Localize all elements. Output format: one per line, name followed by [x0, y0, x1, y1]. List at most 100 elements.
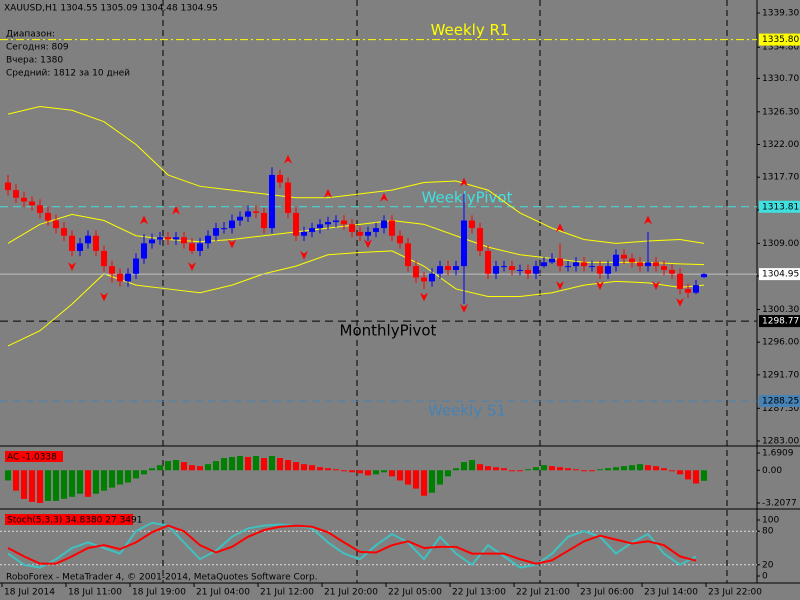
fractal — [300, 250, 308, 260]
candle-body — [453, 266, 459, 270]
x-tick-label: 23 Jul 14:00 — [644, 588, 698, 598]
ac-title: AC -1.0338 — [7, 453, 57, 463]
ac-bar — [149, 468, 155, 471]
candle-body — [149, 239, 155, 244]
ac-bar — [173, 460, 179, 471]
ac-bar — [461, 462, 467, 471]
ac-bar — [637, 464, 643, 471]
ac-bar — [573, 469, 579, 471]
candle-body — [397, 235, 403, 244]
candle-body — [261, 212, 267, 229]
fractal — [556, 281, 564, 291]
candle-body — [13, 190, 19, 198]
candle-body — [221, 228, 227, 230]
ac-bar — [285, 460, 291, 471]
ac-bar — [141, 470, 147, 475]
stoch-title: Stoch(5,3,3) 34.8380 27.3491 — [7, 516, 142, 526]
candle-body — [285, 182, 291, 213]
candle-body — [309, 228, 315, 232]
ac-bar — [301, 464, 307, 471]
y-tick-label: 100 — [762, 516, 779, 526]
y-tick-label: 1283.00 — [762, 436, 799, 446]
level-name: Weekly S1 — [428, 402, 506, 420]
footer: RoboForex - MetaTrader 4, © 2001-2014, M… — [6, 573, 318, 583]
ac-bar — [341, 470, 347, 472]
ac-bar — [597, 469, 603, 471]
level-value: 1335.80 — [762, 35, 799, 45]
fractal — [188, 262, 196, 272]
candle-body — [485, 250, 491, 274]
ac-bar — [621, 466, 627, 471]
chart-title: XAUUSD,H1 1304.55 1305.09 1304.48 1304.9… — [4, 4, 218, 14]
candle-body — [5, 182, 11, 191]
candle-body — [53, 220, 59, 229]
ac-bar — [437, 470, 443, 485]
fractal — [644, 215, 652, 225]
level-box — [759, 200, 800, 213]
ac-bar — [205, 464, 211, 471]
candle-body — [133, 258, 139, 274]
y-tick-label: 1339.30 — [762, 8, 799, 18]
ac-bar — [557, 467, 563, 471]
y-tick-label: 1330.70 — [762, 74, 799, 84]
candle-body — [437, 266, 443, 274]
candle-body — [445, 266, 451, 270]
candle-body — [205, 235, 211, 244]
candle-body — [421, 277, 427, 282]
ac-bar — [445, 470, 451, 477]
candle-body — [533, 266, 539, 274]
ac-bar — [693, 470, 699, 484]
fractal — [556, 223, 564, 233]
ac-bar — [405, 470, 411, 485]
candle-body — [213, 228, 219, 236]
candle-body — [661, 266, 667, 270]
ac-bar — [485, 466, 491, 471]
candle-body — [317, 224, 323, 229]
candle-body — [477, 228, 483, 251]
candle-body — [701, 274, 707, 278]
ac-bar — [293, 462, 299, 471]
y-tick-label: 1296.00 — [762, 338, 799, 348]
candle-body — [117, 273, 123, 282]
y-tick-label: 1322.00 — [762, 140, 799, 150]
candle-body — [109, 266, 115, 274]
candle-body — [645, 262, 651, 267]
ac-bar — [325, 468, 331, 471]
ac-bar — [517, 470, 523, 472]
y-tick-label: 1287.30 — [762, 404, 799, 414]
level-name: Weekly R1 — [431, 21, 510, 39]
stoch-line — [7, 521, 697, 569]
ac-bar — [133, 470, 139, 479]
ac-bar — [701, 470, 707, 481]
info-line: Сегодня: 809 — [6, 43, 69, 53]
fractal — [172, 205, 180, 215]
fractal — [68, 262, 76, 272]
ac-bar — [165, 461, 171, 471]
fractal — [460, 177, 468, 187]
x-tick-label: 22 Jul 21:00 — [516, 588, 570, 598]
x-tick-label: 22 Jul 05:00 — [388, 588, 442, 598]
ac-bar — [317, 467, 323, 471]
fractal — [284, 154, 292, 164]
price-box — [759, 268, 800, 281]
ac-bar — [469, 460, 475, 471]
candle-body — [381, 220, 387, 229]
candle-body — [621, 254, 627, 259]
candle-body — [69, 235, 75, 251]
ac-bar — [373, 470, 379, 475]
candle-body — [237, 216, 243, 221]
y-tick-label: 1300.30 — [762, 305, 799, 315]
ac-bar — [653, 466, 659, 471]
y-tick-label: 1291.70 — [762, 370, 799, 380]
y-tick-label: 0 — [762, 572, 768, 582]
ac-bar — [493, 467, 499, 471]
ac-bar — [29, 470, 35, 502]
ac-bar — [509, 470, 515, 472]
ac-bar — [365, 470, 371, 476]
day-separators — [162, 0, 728, 583]
candle-body — [581, 262, 587, 267]
candle-body — [517, 269, 523, 271]
candle-body — [77, 243, 83, 251]
